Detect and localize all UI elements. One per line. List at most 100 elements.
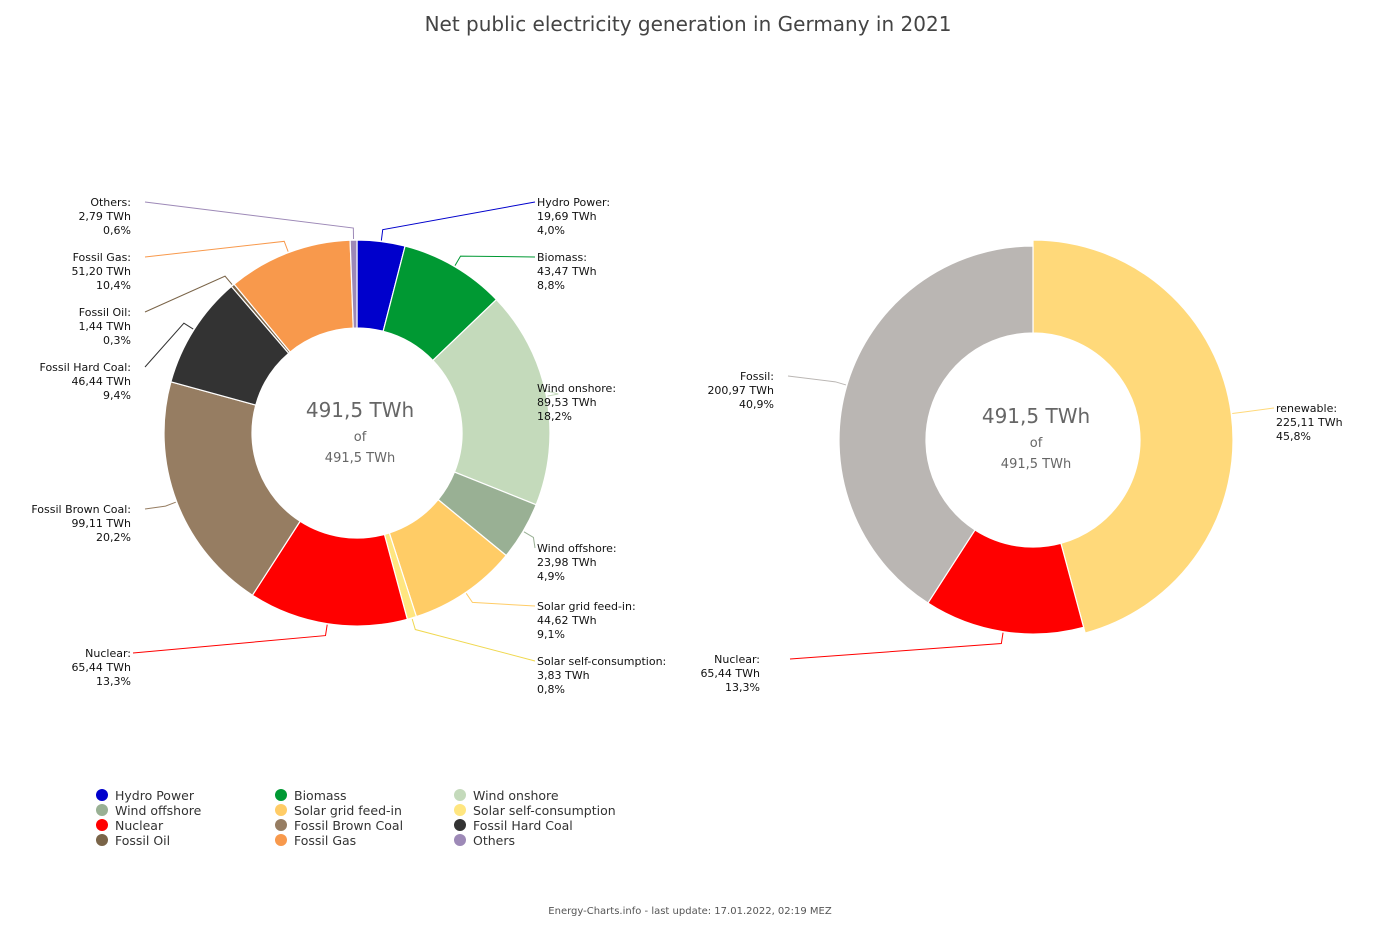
legend-item-solar-grid-feed-in[interactable]: Solar grid feed-in (275, 803, 454, 818)
label-name: Nuclear: (85, 647, 131, 660)
legend-label: Biomass (294, 787, 347, 803)
label-percent: 20,2% (96, 531, 131, 544)
label-value: 99,11 TWh (71, 517, 131, 530)
center-of-right: of (1030, 436, 1043, 451)
legend-swatch-icon (275, 789, 287, 801)
legend-swatch-icon (275, 804, 287, 816)
data-label-right-renewable: renewable: 225,11 TWh 45,8% (1276, 402, 1343, 443)
connector-line-left-solar-self-consumption (411, 618, 536, 662)
data-label-left-wind-onshore: Wind onshore: 89,53 TWh 18,2% (537, 382, 616, 423)
legend-item-others[interactable]: Others (454, 832, 654, 848)
donut-slice-left-others[interactable] (349, 239, 358, 329)
label-percent: 9,4% (103, 389, 131, 402)
data-label-left-solar-grid-feed-in: Solar grid feed-in: 44,62 TWh 9,1% (537, 600, 636, 641)
legend-label: Solar self-consumption (473, 802, 616, 818)
legend-swatch-icon (454, 819, 466, 831)
connector-line-right-renewable (1232, 407, 1275, 415)
legend-item-fossil-gas[interactable]: Fossil Gas (275, 833, 454, 848)
legend-swatch-icon (454, 789, 466, 801)
connector-line-left-fossil-hard-coal (144, 322, 194, 368)
legend-item-wind-onshore[interactable]: Wind onshore (454, 787, 654, 803)
center-total-right: 491,5 TWh (982, 404, 1090, 428)
legend-swatch-icon (96, 834, 108, 846)
legend-label: Hydro Power (115, 787, 195, 803)
donut-slice-right-fossil[interactable] (838, 245, 1034, 604)
legend-item-wind-offshore[interactable]: Wind offshore (96, 802, 275, 818)
label-name: Nuclear: (714, 653, 760, 666)
label-value: 43,47 TWh (537, 265, 597, 278)
legend-label: Others (473, 832, 516, 848)
label-name: Fossil Hard Coal: (40, 361, 131, 374)
footer-credit: Energy-Charts.info - last update: 17.01.… (548, 906, 832, 917)
center-label-left: 491,5 TWh of 491,5 TWh (306, 398, 414, 466)
legend-item-fossil-brown-coal[interactable]: Fossil Brown Coal (275, 817, 454, 833)
legend-swatch-icon (454, 804, 466, 816)
data-label-left-fossil-hard-coal: Fossil Hard Coal: 46,44 TWh 9,4% (40, 361, 132, 402)
label-name: Biomass: (537, 251, 587, 264)
label-name: Solar self-consumption: (537, 655, 666, 668)
label-percent: 18,2% (537, 410, 572, 423)
label-name: Wind onshore: (537, 382, 616, 395)
label-percent: 8,8% (537, 279, 565, 292)
legend-swatch-icon (96, 819, 108, 831)
label-name: Hydro Power: (537, 196, 610, 209)
label-value: 65,44 TWh (700, 667, 760, 680)
legend-swatch-icon (275, 834, 287, 846)
donut-chart-right: renewable: 225,11 TWh 45,8% Nuclear: 65,44 T… (700, 239, 1343, 694)
legend-item-fossil-oil[interactable]: Fossil Oil (96, 833, 275, 848)
data-label-left-hydro-power: Hydro Power: 19,69 TWh 4,0% (537, 196, 610, 237)
label-value: 65,44 TWh (71, 661, 131, 674)
data-label-right-nuclear: Nuclear: 65,44 TWh 13,3% (700, 653, 760, 694)
donut-slice-right-renewable[interactable] (1032, 239, 1234, 634)
connector-line-left-biomass (454, 255, 536, 266)
legend-item-nuclear[interactable]: Nuclear (96, 818, 275, 833)
legend-label: Wind offshore (115, 802, 202, 818)
label-percent: 0,6% (103, 224, 131, 237)
data-label-left-biomass: Biomass: 43,47 TWh 8,8% (537, 251, 597, 292)
label-percent: 0,8% (537, 683, 565, 696)
data-label-left-solar-self-consumption: Solar self-consumption: 3,83 TWh 0,8% (537, 655, 666, 696)
label-value: 225,11 TWh (1276, 416, 1343, 429)
label-percent: 10,4% (96, 279, 131, 292)
legend-label: Fossil Hard Coal (473, 817, 573, 833)
legend-label: Fossil Brown Coal (294, 817, 404, 833)
center-whole-left: 491,5 TWh (325, 451, 395, 466)
connector-line-left-fossil-brown-coal (144, 501, 176, 510)
connector-line-left-wind-onshore (534, 387, 559, 397)
label-percent: 45,8% (1276, 430, 1311, 443)
connector-line-left-wind-offshore (523, 531, 536, 549)
label-percent: 13,3% (96, 675, 131, 688)
data-label-left-fossil-brown-coal: Fossil Brown Coal: 99,11 TWh 20,2% (31, 503, 131, 544)
label-name: Fossil Brown Coal: (31, 503, 131, 516)
label-name: Fossil: (740, 370, 774, 383)
legend-swatch-icon (275, 819, 287, 831)
donut-slice-left-wind-onshore[interactable] (432, 298, 551, 506)
label-value: 89,53 TWh (537, 396, 597, 409)
legend-item-solar-self-consumption[interactable]: Solar self-consumption (454, 802, 654, 818)
label-value: 44,62 TWh (537, 614, 597, 627)
legend-swatch-icon (96, 789, 108, 801)
donut-chart-left: Hydro Power: 19,69 TWh 4,0% Biomass: 43,47 T… (31, 196, 666, 696)
connector-line-right-fossil (787, 375, 847, 386)
legend-item-biomass[interactable]: Biomass (275, 787, 454, 803)
connector-line-left-others (144, 201, 355, 240)
label-value: 3,83 TWh (537, 669, 590, 682)
legend-swatch-icon (454, 834, 466, 846)
legend-item-fossil-hard-coal[interactable]: Fossil Hard Coal (454, 817, 654, 833)
label-percent: 9,1% (537, 628, 565, 641)
label-value: 51,20 TWh (71, 265, 131, 278)
label-percent: 40,9% (739, 398, 774, 411)
label-percent: 0,3% (103, 334, 131, 347)
chart-title: Net public electricity generation in Ger… (424, 12, 952, 36)
label-name: Fossil Oil: (79, 306, 131, 319)
connector-line-left-fossil-gas (144, 240, 289, 258)
donut-slice-left-fossil-brown-coal[interactable] (163, 381, 301, 597)
label-value: 200,97 TWh (707, 384, 774, 397)
legend-label: Wind onshore (473, 787, 559, 803)
center-of-left: of (354, 430, 367, 445)
label-name: Wind offshore: (537, 542, 617, 555)
data-label-left-wind-offshore: Wind offshore: 23,98 TWh 4,9% (537, 542, 617, 583)
label-name: Solar grid feed-in: (537, 600, 636, 613)
legend-item-hydro-power[interactable]: Hydro Power (96, 787, 275, 803)
data-label-left-fossil-gas: Fossil Gas: 51,20 TWh 10,4% (71, 251, 131, 292)
